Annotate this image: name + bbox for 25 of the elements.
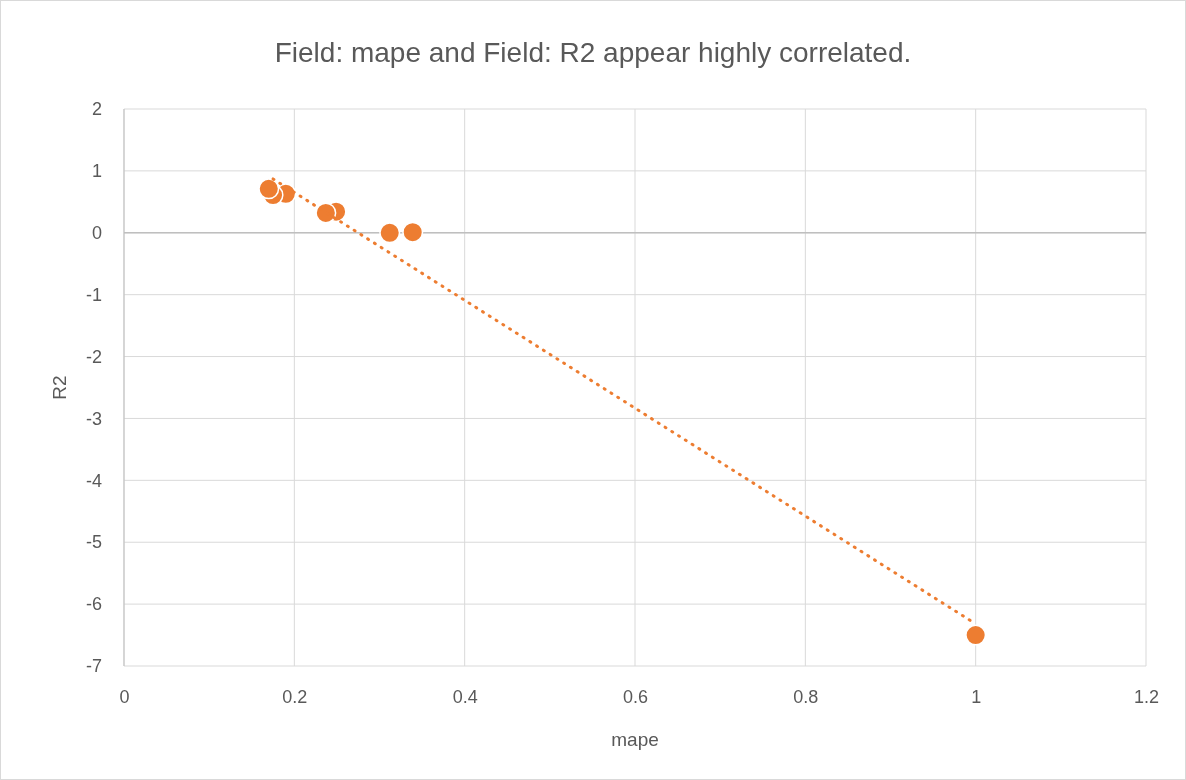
y-tick-label: -2: [85, 346, 102, 367]
y-tick-label: -1: [85, 284, 102, 305]
y-tick-label: -6: [85, 594, 102, 615]
y-tick-label: -5: [85, 532, 102, 553]
x-tick-label: 0.8: [793, 686, 819, 707]
y-tick-label: -4: [85, 470, 102, 491]
x-tick-label: 0.2: [282, 686, 308, 707]
y-tick-label: -3: [85, 408, 102, 429]
y-axis-title: R2: [49, 375, 70, 400]
x-tick-label: 0: [119, 686, 130, 707]
y-tick-label: 1: [91, 161, 102, 182]
point: [379, 222, 401, 244]
point: [315, 202, 337, 224]
y-tick-label: -7: [85, 656, 102, 677]
point: [258, 178, 280, 200]
x-axis-title: mape: [611, 729, 659, 750]
x-tick-label: 0.4: [452, 686, 478, 707]
x-tick-label: 1: [971, 686, 982, 707]
point: [402, 221, 424, 243]
y-tick-label: 2: [91, 99, 102, 120]
chart-title: Field: mape and Field: R2 appear highly correlated.: [274, 37, 912, 68]
point: [965, 624, 987, 646]
y-tick-label: 0: [91, 223, 102, 244]
x-tick-label: 1.2: [1133, 686, 1160, 707]
x-tick-label: 0.6: [622, 686, 649, 707]
